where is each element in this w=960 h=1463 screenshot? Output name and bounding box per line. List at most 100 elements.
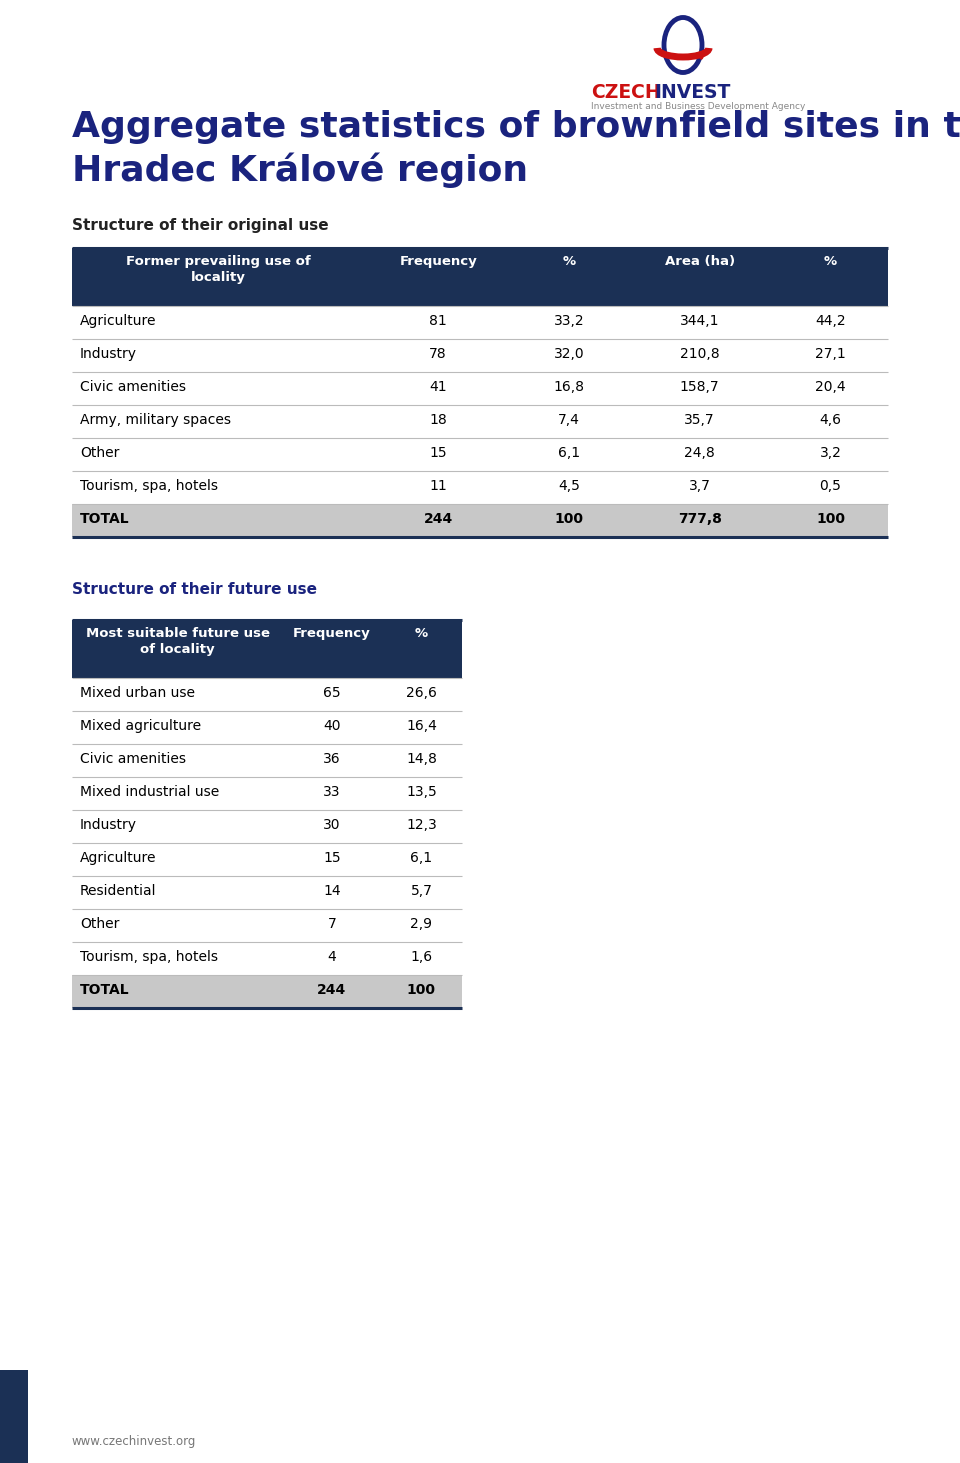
Bar: [72, 811, 462, 843]
Text: Mixed urban use: Mixed urban use: [80, 686, 195, 699]
Text: 14,8: 14,8: [406, 752, 437, 767]
Text: Most suitable future use
of locality: Most suitable future use of locality: [85, 628, 270, 657]
Text: INVEST: INVEST: [654, 83, 731, 102]
Text: 5,7: 5,7: [411, 884, 432, 898]
Text: 158,7: 158,7: [680, 380, 719, 394]
Text: 16,4: 16,4: [406, 718, 437, 733]
Bar: [72, 909, 462, 942]
Bar: [72, 339, 888, 372]
Text: Frequency: Frequency: [399, 255, 477, 268]
Text: 13,5: 13,5: [406, 786, 437, 799]
Bar: [72, 405, 888, 437]
Bar: [72, 843, 462, 876]
Bar: [72, 306, 888, 339]
Text: 7: 7: [327, 917, 336, 930]
Bar: [0, 1369, 28, 1463]
Text: 12,3: 12,3: [406, 818, 437, 832]
Bar: [72, 249, 888, 306]
Text: Investment and Business Development Agency: Investment and Business Development Agen…: [591, 102, 805, 111]
Text: 3,7: 3,7: [688, 478, 710, 493]
Text: %: %: [415, 628, 428, 639]
Bar: [72, 503, 888, 537]
Text: 33: 33: [324, 786, 341, 799]
Text: Army, military spaces: Army, military spaces: [80, 413, 231, 427]
Bar: [72, 437, 888, 471]
Text: TOTAL: TOTAL: [80, 512, 130, 527]
Bar: [72, 711, 462, 745]
Text: Mixed agriculture: Mixed agriculture: [80, 718, 202, 733]
Bar: [72, 876, 462, 909]
Text: 6,1: 6,1: [410, 851, 432, 865]
Text: Civic amenities: Civic amenities: [80, 380, 186, 394]
Text: Civic amenities: Civic amenities: [80, 752, 186, 767]
Text: 16,8: 16,8: [553, 380, 585, 394]
Text: 36: 36: [324, 752, 341, 767]
Text: 0,5: 0,5: [820, 478, 841, 493]
Text: 344,1: 344,1: [680, 315, 719, 328]
Text: Other: Other: [80, 446, 119, 459]
Text: Agriculture: Agriculture: [80, 851, 156, 865]
Text: Structure of their future use: Structure of their future use: [72, 582, 317, 597]
Text: 30: 30: [324, 818, 341, 832]
Bar: [72, 745, 462, 777]
Bar: [72, 677, 462, 711]
Text: 777,8: 777,8: [678, 512, 722, 527]
Text: 81: 81: [429, 315, 447, 328]
Text: Agriculture: Agriculture: [80, 315, 156, 328]
Text: 20,4: 20,4: [815, 380, 846, 394]
Text: CZECH: CZECH: [591, 83, 660, 102]
Text: Tourism, spa, hotels: Tourism, spa, hotels: [80, 478, 218, 493]
Text: 244: 244: [423, 512, 453, 527]
Text: 35,7: 35,7: [684, 413, 715, 427]
Text: 32,0: 32,0: [554, 347, 585, 361]
Text: 41: 41: [429, 380, 447, 394]
Text: 100: 100: [816, 512, 845, 527]
Bar: [72, 942, 462, 974]
Text: Industry: Industry: [80, 347, 137, 361]
Text: Mixed industrial use: Mixed industrial use: [80, 786, 219, 799]
Text: Tourism, spa, hotels: Tourism, spa, hotels: [80, 949, 218, 964]
Text: 6,1: 6,1: [558, 446, 580, 459]
Text: 3,2: 3,2: [820, 446, 841, 459]
Text: Former prevailing use of
locality: Former prevailing use of locality: [126, 255, 311, 284]
Bar: [72, 974, 462, 1008]
Bar: [72, 471, 888, 503]
Text: TOTAL: TOTAL: [80, 983, 130, 996]
Text: 4,5: 4,5: [558, 478, 580, 493]
Text: Aggregate statistics of brownfield sites in the: Aggregate statistics of brownfield sites…: [72, 110, 960, 143]
Text: Other: Other: [80, 917, 119, 930]
Text: 100: 100: [407, 983, 436, 996]
Text: 100: 100: [555, 512, 584, 527]
Text: Industry: Industry: [80, 818, 137, 832]
Text: 65: 65: [324, 686, 341, 699]
Text: Structure of their original use: Structure of their original use: [72, 218, 328, 233]
Text: 15: 15: [324, 851, 341, 865]
Text: Frequency: Frequency: [293, 628, 371, 639]
Text: 40: 40: [324, 718, 341, 733]
Text: 210,8: 210,8: [680, 347, 719, 361]
Text: Hradec Králové region: Hradec Králové region: [72, 154, 528, 189]
Text: www.czechinvest.org: www.czechinvest.org: [72, 1435, 197, 1448]
Text: Area (ha): Area (ha): [664, 255, 734, 268]
Text: 33,2: 33,2: [554, 315, 585, 328]
Text: Residential: Residential: [80, 884, 156, 898]
Text: 2,9: 2,9: [410, 917, 432, 930]
Text: 44,2: 44,2: [815, 315, 846, 328]
Text: 24,8: 24,8: [684, 446, 715, 459]
Text: 1,6: 1,6: [410, 949, 432, 964]
Text: 15: 15: [429, 446, 447, 459]
Text: 27,1: 27,1: [815, 347, 846, 361]
Text: %: %: [563, 255, 575, 268]
Bar: [72, 777, 462, 811]
Text: 26,6: 26,6: [406, 686, 437, 699]
Text: 4,6: 4,6: [820, 413, 842, 427]
Text: 78: 78: [429, 347, 447, 361]
Bar: [72, 620, 462, 677]
Text: 11: 11: [429, 478, 447, 493]
Text: 18: 18: [429, 413, 447, 427]
Text: 14: 14: [324, 884, 341, 898]
Text: 4: 4: [327, 949, 336, 964]
Bar: [72, 372, 888, 405]
Text: %: %: [824, 255, 837, 268]
Text: 244: 244: [318, 983, 347, 996]
